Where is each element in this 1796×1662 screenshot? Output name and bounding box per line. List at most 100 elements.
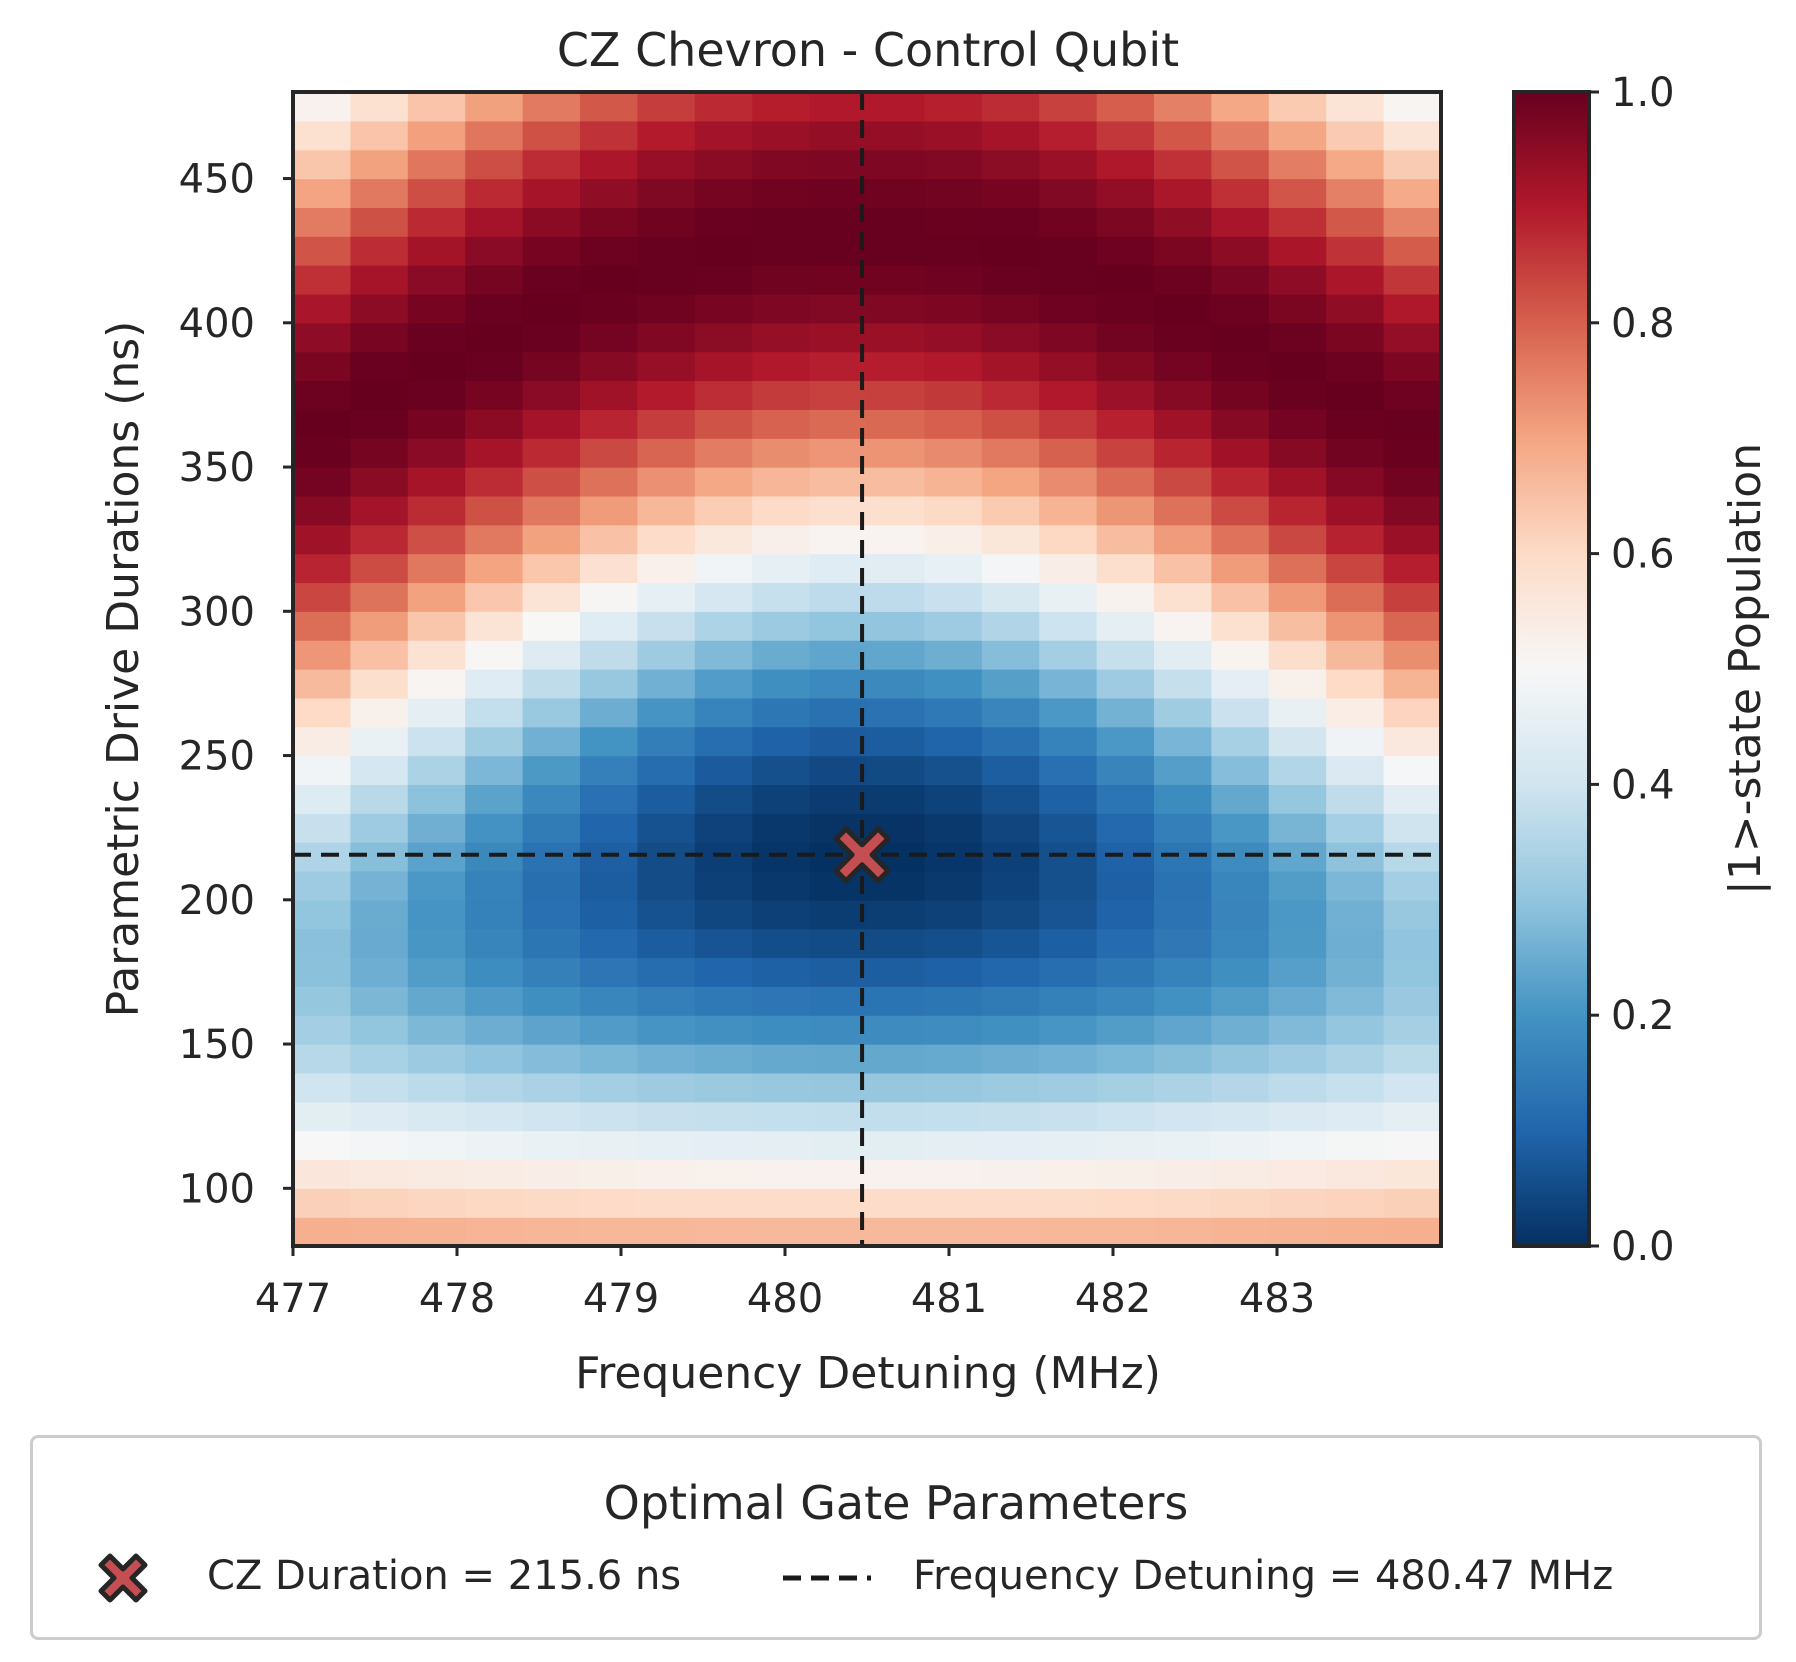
heatmap-cell [752,1044,811,1074]
heatmap-cell [293,928,351,959]
heatmap-cell [522,611,581,641]
heatmap-cell [981,524,1040,555]
heatmap-cell [1383,438,1442,468]
heatmap-cell [1268,120,1327,151]
heatmap-cell [694,380,753,410]
heatmap-cell [407,120,466,151]
heatmap-cell [867,1072,925,1103]
heatmap-cell [752,1015,811,1045]
heatmap-cell [1096,92,1155,122]
heatmap-cell [809,1015,868,1045]
heatmap-cell [981,957,1040,987]
heatmap-cell [981,438,1040,468]
heatmap-cell [1326,178,1385,208]
heatmap-cell [867,207,925,237]
y-axis-label: Parametric Drive Durations (ns) [98,321,149,1018]
heatmap-cell [1039,986,1098,1016]
heatmap-cell [407,870,466,901]
heatmap-cell [1268,409,1327,439]
heatmap-cell [809,611,868,641]
heatmap-cell [1383,928,1442,959]
heatmap-cell [1326,207,1385,237]
heatmap-cell [924,524,983,555]
heatmap-cell [1268,1130,1327,1161]
heatmap-cell [580,1159,638,1189]
heatmap-cell [1211,870,1270,901]
heatmap-cell [1154,1159,1212,1189]
heatmap-cell [809,928,868,959]
heatmap-cell [752,726,811,757]
heatmap-cell [694,149,753,180]
heatmap-cell [1211,438,1270,468]
heatmap-cell [1096,120,1155,151]
heatmap-cell [1211,1217,1270,1247]
heatmap-cell [293,553,351,584]
heatmap-cell [465,380,524,410]
heatmap-cell [752,755,811,785]
heatmap-cell [1039,467,1098,497]
heatmap-cell [1039,697,1098,728]
heatmap-cell [1326,495,1385,526]
heatmap-cell [1096,149,1155,180]
heatmap-cell [580,293,638,324]
heatmap-cells [293,92,1442,1247]
heatmap-cell [694,495,753,526]
heatmap-cell [1211,582,1270,612]
heatmap-cell [981,92,1040,122]
heatmap-cell [637,755,696,785]
heatmap-cell [1211,1188,1270,1218]
heatmap-cell [1383,986,1442,1016]
heatmap-cell [522,784,581,814]
heatmap-cell [1039,755,1098,785]
heatmap-cell [350,293,409,324]
heatmap-cell [580,1188,638,1218]
x-axis-label: Frequency Detuning (MHz) [575,1348,1161,1399]
heatmap-cell [1326,265,1385,295]
heatmap-cell [752,957,811,987]
heatmap-cell [293,784,351,814]
heatmap-cell [752,1101,811,1132]
heatmap-cell [465,409,524,439]
heatmap-cell [1326,697,1385,728]
heatmap-cell [1326,1188,1385,1218]
heatmap-cell [1211,1044,1270,1074]
heatmap-cell [1096,1217,1155,1247]
heatmap-cell [1211,611,1270,641]
heatmap-cell [867,178,925,208]
heatmap-cell [867,293,925,324]
heatmap-cell [1383,813,1442,843]
heatmap-cell [752,178,811,208]
heatmap-cell [522,409,581,439]
heatmap-cell [1154,322,1212,353]
heatmap-cell [1154,784,1212,814]
heatmap-cell [465,1015,524,1045]
heatmap-cell [522,669,581,699]
heatmap-cell [580,351,638,382]
heatmap-cell [924,842,983,872]
heatmap-cell [809,1130,868,1161]
heatmap-cell [580,1044,638,1074]
heatmap-cell [1383,957,1442,987]
heatmap-cell [1383,582,1442,612]
heatmap-cell [1383,842,1442,872]
heatmap-cell [1154,92,1212,122]
heatmap-cell [1268,1072,1327,1103]
heatmap-cell [637,697,696,728]
heatmap-cell [1039,351,1098,382]
x-tick-label: 477 [255,1276,331,1322]
heatmap-cell [1039,582,1098,612]
x-tick-label: 480 [747,1276,823,1322]
heatmap-cell [1326,92,1385,122]
heatmap-cell [981,986,1040,1016]
heatmap-cell [1096,784,1155,814]
heatmap-cell [1154,438,1212,468]
heatmap-cell [752,149,811,180]
heatmap-cell [1211,1101,1270,1132]
heatmap-cell [1096,351,1155,382]
heatmap-cell [694,293,753,324]
heatmap-cell [1039,120,1098,151]
heatmap-cell [293,380,351,410]
heatmap-cell [694,207,753,237]
heatmap-cell [465,236,524,266]
heatmap-cell [293,322,351,353]
